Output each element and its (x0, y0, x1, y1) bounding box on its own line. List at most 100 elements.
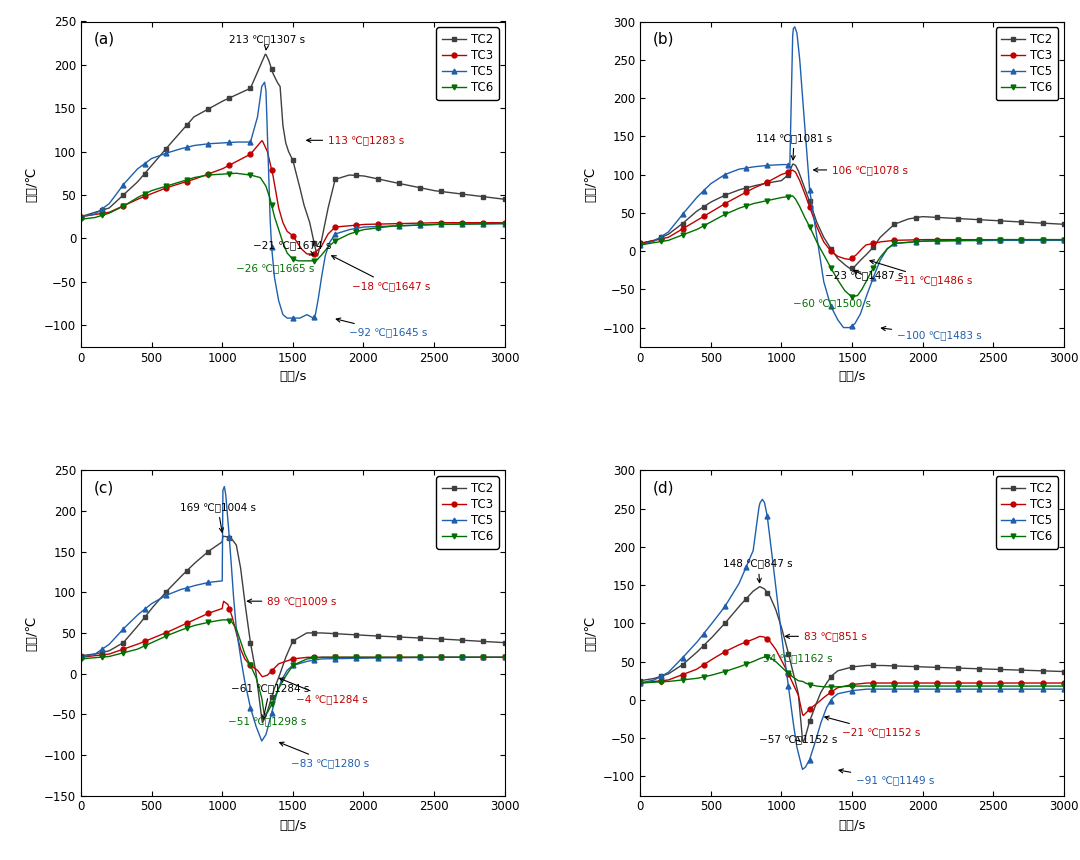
TC3 (75, 652, 87, 662)
TC2 (256, 718, 269, 728)
TC5 (796, 765, 809, 775)
Text: −100 ℃，1483 s: −100 ℃，1483 s (881, 327, 982, 341)
TC5 (281, 313, 294, 323)
TC3 (498, 218, 511, 228)
TC6 (661, 677, 674, 687)
Line: TC3: TC3 (638, 168, 1066, 262)
Line: TC3: TC3 (79, 138, 507, 256)
TC2 (471, 191, 484, 201)
TC2 (973, 664, 986, 674)
TC6 (1030, 681, 1043, 691)
TC6 (973, 681, 986, 691)
TC2 (102, 203, 114, 213)
Legend: TC2, TC3, TC5, TC6: TC2, TC3, TC5, TC6 (996, 28, 1058, 100)
TC3 (217, 596, 230, 606)
TC3 (1030, 678, 1043, 688)
TC3 (153, 630, 166, 641)
TC2 (214, 97, 227, 108)
Text: −91 ℃，1149 s: −91 ℃，1149 s (839, 769, 934, 785)
TC6 (634, 240, 647, 250)
TC3 (634, 238, 647, 249)
TC3 (256, 672, 269, 682)
TC3 (713, 202, 726, 212)
Legend: TC2, TC3, TC5, TC6: TC2, TC3, TC5, TC6 (436, 476, 499, 549)
TC5 (214, 576, 227, 587)
Y-axis label: 温度/℃: 温度/℃ (584, 615, 597, 650)
TC2 (1045, 666, 1058, 676)
TC5 (973, 236, 986, 246)
TC2 (153, 150, 166, 161)
Text: −21 ℃，1152 s: −21 ℃，1152 s (825, 716, 920, 737)
Line: TC2: TC2 (638, 584, 1066, 745)
TC5 (1045, 684, 1058, 694)
TC3 (486, 652, 499, 662)
TC6 (153, 634, 166, 644)
TC2 (153, 593, 166, 604)
TC2 (498, 637, 511, 648)
TC5 (471, 652, 484, 662)
TC5 (973, 684, 986, 694)
TC5 (661, 668, 674, 679)
TC2 (797, 737, 810, 747)
TC2 (843, 263, 856, 273)
Y-axis label: 温度/℃: 温度/℃ (26, 615, 39, 650)
TC6 (661, 236, 674, 246)
TC3 (102, 207, 114, 218)
TC3 (1045, 235, 1058, 245)
X-axis label: 时间/s: 时间/s (279, 819, 307, 832)
TC6 (713, 212, 726, 223)
TC5 (756, 494, 769, 505)
Text: (d): (d) (653, 480, 674, 495)
Text: −26 ℃，1665 s: −26 ℃，1665 s (237, 264, 314, 273)
TC2 (753, 581, 766, 592)
TC2 (414, 182, 427, 193)
TC6 (75, 214, 87, 224)
TC6 (414, 652, 427, 662)
TC6 (153, 183, 166, 194)
TC6 (471, 218, 484, 229)
TC5 (1045, 235, 1058, 245)
Text: (a): (a) (94, 31, 114, 46)
TC3 (153, 185, 166, 195)
TC5 (713, 609, 726, 619)
TC6 (75, 654, 87, 664)
TC3 (797, 710, 810, 721)
TC2 (787, 159, 800, 169)
TC6 (773, 193, 786, 203)
X-axis label: 时间/s: 时间/s (838, 819, 866, 832)
Line: TC6: TC6 (638, 194, 1066, 299)
TC3 (75, 212, 87, 222)
TC6 (486, 652, 499, 662)
Line: TC5: TC5 (79, 484, 507, 743)
TC2 (1057, 219, 1070, 230)
TC5 (661, 228, 674, 238)
TC2 (713, 193, 726, 203)
TC6 (414, 220, 427, 230)
TC6 (292, 255, 305, 266)
TC2 (774, 620, 787, 630)
TC6 (214, 615, 227, 625)
Line: TC6: TC6 (79, 171, 507, 263)
TC6 (713, 668, 726, 679)
Line: TC6: TC6 (638, 654, 1066, 689)
TC6 (214, 169, 227, 180)
TC6 (774, 661, 787, 672)
Line: TC5: TC5 (638, 24, 1066, 330)
Line: TC3: TC3 (79, 599, 507, 679)
TC2 (661, 230, 674, 240)
TC3 (773, 170, 786, 181)
TC2 (1030, 666, 1043, 676)
TC6 (498, 218, 511, 229)
TC2 (1030, 218, 1043, 228)
Text: 113 ℃，1283 s: 113 ℃，1283 s (307, 135, 404, 145)
TC3 (471, 652, 484, 662)
Text: (b): (b) (653, 31, 674, 46)
Text: 89 ℃，1009 s: 89 ℃，1009 s (247, 596, 337, 606)
TC2 (498, 194, 511, 205)
TC6 (216, 615, 229, 625)
TC3 (713, 650, 726, 660)
TC3 (214, 164, 227, 175)
Text: 148 ℃，847 s: 148 ℃，847 s (724, 559, 793, 582)
TC2 (973, 214, 986, 224)
TC6 (102, 208, 114, 218)
